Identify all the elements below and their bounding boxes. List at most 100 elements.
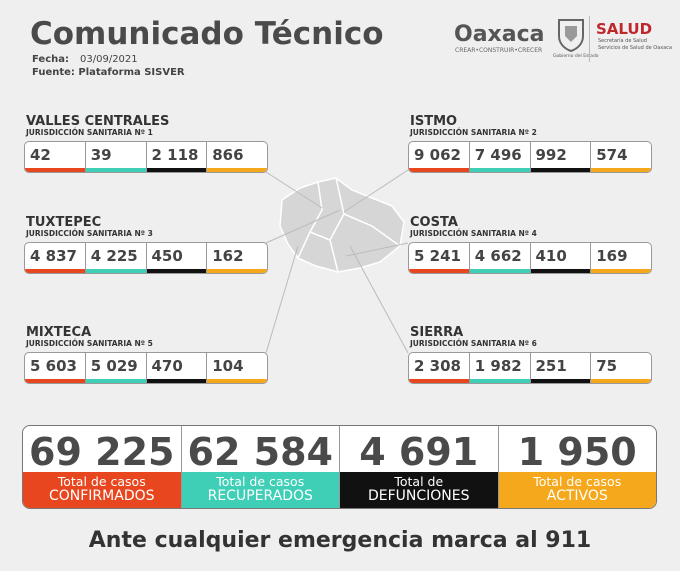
total-cell: 69 225 Total de casos CONFIRMADOS — [23, 426, 182, 508]
color-bar — [207, 379, 267, 383]
region-value: 4 837 — [25, 243, 86, 273]
region-box: 9 062 7 496 992 574 — [408, 141, 652, 173]
total-value: 62 584 — [187, 430, 333, 474]
color-bar — [530, 379, 591, 383]
region-value: 75 — [591, 353, 651, 383]
total-label-line2: RECUPERADOS — [207, 488, 313, 504]
color-bar — [469, 269, 530, 273]
source: Fuente: Plataforma SISVER — [32, 67, 185, 78]
color-bar — [85, 269, 146, 273]
total-value: 1 950 — [517, 430, 637, 474]
color-bar — [207, 269, 267, 273]
region-jurisdiction: JURISDICCIÓN SANITARIA Nº 2 — [410, 128, 537, 137]
region-jurisdiction: JURISDICCIÓN SANITARIA Nº 4 — [410, 229, 537, 238]
oaxaca-tagline: CREAR•CONSTRUIR•CRECER — [455, 47, 543, 54]
region-name: SIERRA — [410, 325, 464, 340]
total-label: Total de DEFUNCIONES — [340, 472, 498, 508]
region-value: 470 — [146, 353, 208, 383]
total-label-line1: Total de — [394, 474, 444, 489]
region-name: VALLES CENTRALES — [26, 114, 170, 129]
color-bar — [25, 269, 85, 273]
region-value: 992 — [530, 142, 592, 172]
color-bar — [591, 269, 651, 273]
region-value: 1 982 — [469, 353, 531, 383]
color-bar — [530, 269, 591, 273]
total-label: Total de casos RECUPERADOS — [181, 472, 339, 508]
region-name: ISTMO — [410, 114, 458, 129]
region-value: 169 — [591, 243, 651, 273]
total-label-line1: Total de casos — [57, 474, 146, 489]
color-bar — [530, 168, 591, 172]
color-bar — [207, 168, 267, 172]
color-bar — [146, 168, 207, 172]
total-label-line2: CONFIRMADOS — [48, 488, 155, 504]
region-box: 2 308 1 982 251 75 — [408, 352, 652, 384]
total-cell: 62 584 Total de casos RECUPERADOS — [181, 426, 340, 508]
shield-icon — [558, 19, 584, 52]
region-value: 7 496 — [469, 142, 531, 172]
total-label-line1: Total de casos — [533, 474, 622, 489]
oaxaca-logo: Oaxaca — [454, 22, 545, 47]
region-value: 4 225 — [85, 243, 147, 273]
region-value: 5 603 — [25, 353, 86, 383]
date-label: Fecha: — [32, 54, 70, 65]
region-value: 5 241 — [409, 243, 470, 273]
region-jurisdiction: JURISDICCIÓN SANITARIA Nº 5 — [26, 339, 153, 348]
region-value: 2 308 — [409, 353, 470, 383]
region-value: 104 — [207, 353, 267, 383]
region-value: 4 662 — [469, 243, 531, 273]
region-jurisdiction: JURISDICCIÓN SANITARIA Nº 1 — [26, 128, 153, 137]
region-box: 5 603 5 029 470 104 — [24, 352, 268, 384]
salud-sub: Secretaría de Salud — [598, 38, 647, 44]
region-box: 4 837 4 225 450 162 — [24, 242, 268, 274]
color-bar — [146, 269, 207, 273]
total-label-line2: ACTIVOS — [546, 488, 608, 504]
total-cell: 1 950 Total de casos ACTIVOS — [498, 426, 656, 508]
total-value: 69 225 — [29, 430, 175, 474]
salud-sub2: Servicios de Salud de Oaxaca — [598, 45, 673, 51]
total-cell: 4 691 Total de DEFUNCIONES — [340, 426, 499, 508]
total-label-line1: Total de casos — [216, 474, 305, 489]
color-bar — [25, 168, 85, 172]
logo-divider — [589, 16, 590, 62]
title: Comunicado Técnico — [30, 16, 384, 52]
color-bar — [146, 379, 207, 383]
total-value: 4 691 — [359, 430, 479, 474]
color-bar — [591, 168, 651, 172]
footer: Ante cualquier emergencia marca al 911 — [88, 528, 592, 553]
color-bar — [25, 379, 85, 383]
color-bar — [85, 168, 146, 172]
color-bar — [469, 379, 530, 383]
color-bar — [85, 379, 146, 383]
region-name: TUXTEPEC — [26, 215, 102, 230]
region-value: 574 — [591, 142, 651, 172]
region-jurisdiction: JURISDICCIÓN SANITARIA Nº 3 — [26, 229, 153, 238]
region-name: COSTA — [410, 215, 458, 230]
color-bar — [409, 168, 469, 172]
region-value: 162 — [207, 243, 267, 273]
color-bar — [409, 269, 469, 273]
gov-label: Gobierno del Estado — [553, 54, 599, 59]
color-bar — [409, 379, 469, 383]
map — [265, 169, 409, 354]
date: 03/09/2021 — [80, 54, 138, 65]
region-value: 2 118 — [146, 142, 208, 172]
region-box: 5 241 4 662 410 169 — [408, 242, 652, 274]
region-name: MIXTECA — [26, 325, 92, 340]
region-value: 9 062 — [409, 142, 470, 172]
region-value: 410 — [530, 243, 592, 273]
total-label: Total de casos CONFIRMADOS — [23, 472, 181, 508]
color-bar — [591, 379, 651, 383]
salud-logo: SALUD — [596, 20, 653, 38]
region-jurisdiction: JURISDICCIÓN SANITARIA Nº 6 — [410, 339, 537, 348]
totals-box: 69 225 Total de casos CONFIRMADOS 62 584 Tot… — [22, 425, 657, 509]
total-label-line2: DEFUNCIONES — [367, 488, 470, 504]
region-value: 251 — [530, 353, 592, 383]
total-label: Total de casos ACTIVOS — [498, 472, 656, 508]
region-value: 42 174 — [25, 142, 86, 172]
region-value: 450 — [146, 243, 208, 273]
region-value: 866 — [207, 142, 267, 172]
